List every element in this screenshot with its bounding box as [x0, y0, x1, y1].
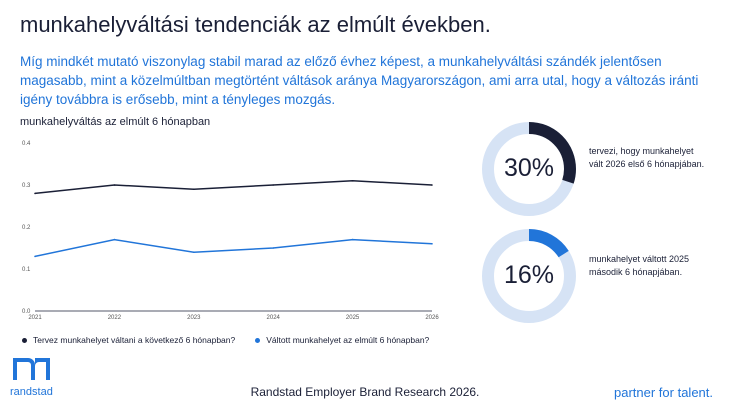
- chart-legend: Tervez munkahelyet váltani a következő 6…: [22, 335, 429, 345]
- y-tick-label: 0.1: [22, 267, 31, 273]
- x-tick-label: 2021: [28, 315, 42, 321]
- legend-item-switched: Váltott munkahelyet az elmúlt 6 hónapban…: [255, 335, 429, 345]
- kpi-value-plan: 30%: [503, 154, 555, 182]
- series-point-1: [272, 247, 275, 249]
- legend-label-switched: Váltott munkahelyet az elmúlt 6 hónapban…: [266, 335, 430, 345]
- legend-item-plan: Tervez munkahelyet váltani a következő 6…: [22, 335, 235, 345]
- kpi-text-switched: munkahelyet váltott 2025 második 6 hónap…: [589, 254, 690, 277]
- series-point-0: [113, 184, 116, 186]
- chart-title: munkahelyváltás az elmúlt 6 hónapban: [20, 116, 211, 128]
- series-point-0: [193, 188, 195, 190]
- series-line-1: [34, 238, 433, 258]
- ring-fill: [482, 229, 576, 323]
- x-tick-label: 2025: [346, 315, 360, 321]
- series-point-0: [34, 192, 36, 195]
- series-point-1: [193, 251, 195, 253]
- randstad-logo-icon: [13, 358, 50, 380]
- y-tick-label: 0.3: [22, 183, 31, 189]
- series-point-1: [351, 238, 354, 241]
- y-axis-ticks: 0.0 0.1 0.2 0.3 0.4: [22, 141, 31, 315]
- footer-source: Randstad Employer Brand Research 2026.: [250, 385, 480, 399]
- series-line-0: [34, 180, 433, 195]
- page-title: munkahelyváltási tendenciák az elmúlt év…: [20, 12, 491, 37]
- footer-tagline: partner for talent.: [614, 385, 713, 400]
- series-lines: [34, 180, 433, 258]
- y-tick-label: 0.4: [22, 141, 31, 147]
- x-tick-label: 2024: [267, 315, 281, 321]
- series-point-1: [431, 243, 433, 245]
- series-point-0: [431, 184, 433, 186]
- kpi-value-switched: 16%: [503, 261, 555, 289]
- legend-marker-switched: [255, 337, 261, 343]
- page-subtitle: Míg mindkét mutató viszonylag stabil mar…: [20, 54, 699, 107]
- y-tick-label: 0.2: [22, 225, 31, 231]
- y-tick-label: 0.0: [22, 309, 31, 315]
- kpi-ring-switched: [482, 229, 576, 323]
- series-point-0: [272, 184, 275, 186]
- series-point-1: [34, 255, 36, 258]
- x-tick-label: 2022: [108, 315, 122, 321]
- x-tick-label: 2023: [187, 315, 201, 321]
- series-point-0: [351, 180, 354, 182]
- line-chart: 0.0 0.1 0.2 0.3 0.4 2021 2022 2023 2024 2025 2026: [22, 141, 439, 321]
- series-point-1: [113, 238, 116, 241]
- kpi-ring-plan: [482, 122, 576, 216]
- kpi-text-plan: tervezi, hogy munkahelyet vált 2026 első…: [589, 146, 705, 169]
- legend-marker-plan: [22, 337, 27, 343]
- x-axis-ticks: 2021 2022 2023 2024 2025 2026: [28, 315, 439, 321]
- ring-fill: [482, 122, 576, 216]
- brand-name: randstad: [10, 386, 53, 398]
- legend-label-plan: Tervez munkahelyet váltani a következő 6…: [33, 335, 236, 345]
- x-tick-label: 2026: [425, 315, 439, 321]
